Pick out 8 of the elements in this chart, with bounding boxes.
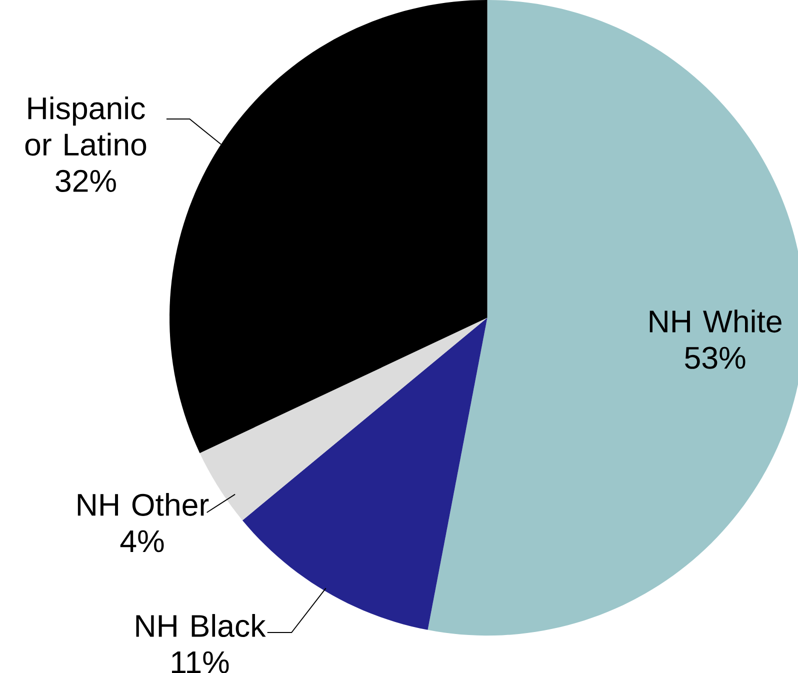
slice-label: NH Black bbox=[136, 614, 266, 637]
slice-label: NH White bbox=[650, 310, 782, 332]
data-label: 11% bbox=[172, 651, 229, 673]
slice-label: Hispanic or Latino bbox=[25, 96, 146, 156]
data-label: 53% bbox=[685, 346, 746, 369]
data-label: 32% bbox=[56, 170, 116, 192]
slice-label: NH Other bbox=[78, 492, 209, 516]
data-label: 4% bbox=[120, 530, 164, 552]
